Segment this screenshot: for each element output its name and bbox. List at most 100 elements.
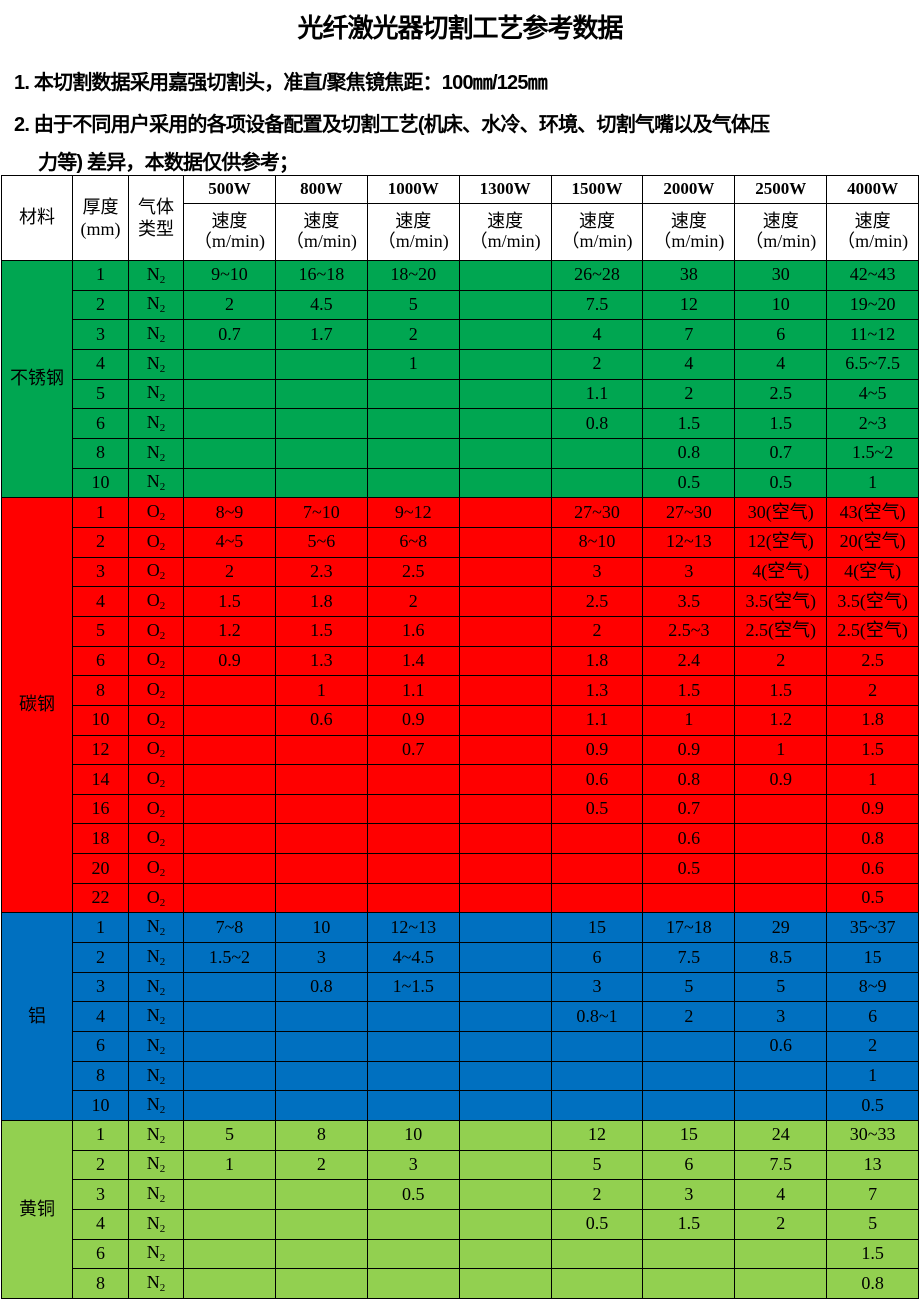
- table-row: 2 N2 1.5~2 3 4~4.5 6 7.5 8.5 15: [1, 942, 920, 973]
- speed-cell: 12~13: [642, 526, 736, 558]
- speed-cell: 1.5: [183, 586, 276, 617]
- speed-cell: 0.5: [826, 882, 920, 914]
- speed-cell: [183, 823, 276, 855]
- thickness-cell: 6: [72, 1031, 129, 1062]
- speed-cell: 6: [734, 319, 828, 350]
- speed-cell: [366, 764, 460, 795]
- speed-cell: 4: [642, 348, 736, 380]
- speed-cell: 0.5: [734, 467, 828, 499]
- table-row: 4 N2 0.5 1.5 2 5: [1, 1209, 920, 1240]
- speed-cell: 6: [550, 942, 644, 973]
- speed-cell: 3: [366, 1149, 460, 1181]
- speed-cell: [458, 823, 552, 855]
- table-row: 10 N2 0.5: [1, 1090, 920, 1122]
- speed-cell: 1.5: [642, 675, 736, 706]
- gas-cell: O2: [128, 764, 184, 795]
- speed-cell: 2: [366, 586, 460, 617]
- gas-cell: N2: [128, 319, 184, 350]
- speed-cell: 5: [642, 971, 736, 1003]
- speed-cell: 2: [826, 675, 920, 706]
- speed-cell: [734, 1060, 828, 1092]
- speed-cell: 7: [826, 1179, 920, 1210]
- speed-cell: 0.8~1: [550, 1001, 644, 1033]
- speed-cell: 1.5: [826, 734, 920, 766]
- gas-cell: N2: [128, 1060, 184, 1092]
- header-power: 4000W: [826, 175, 920, 204]
- gas-cell: N2: [128, 942, 184, 973]
- thickness-cell: 4: [72, 1001, 129, 1033]
- speed-cell: 0.7: [642, 793, 736, 825]
- speed-cell: 7.5: [734, 1149, 828, 1181]
- cutting-parameters-table: 材料 厚度(mm) 气体类型 500W 800W 1000W 1300W 1500W 20…: [1, 175, 920, 1299]
- speed-cell: 6~8: [366, 526, 460, 558]
- gas-cell: O2: [128, 645, 184, 677]
- table-row: 不锈钢 1 N2 9~10 16~18 18~20 26~28 38 30 42~43: [1, 259, 920, 499]
- gas-cell: N2: [128, 1149, 184, 1181]
- speed-cell: [183, 764, 276, 795]
- thickness-cell: 22: [72, 882, 129, 914]
- speed-cell: 2.5: [550, 586, 644, 617]
- speed-cell: [550, 1031, 644, 1062]
- speed-cell: [366, 378, 460, 410]
- speed-cell: [458, 1120, 552, 1151]
- speed-cell: 16~18: [274, 260, 368, 291]
- thickness-cell: 14: [72, 764, 129, 795]
- speed-cell: 1.8: [826, 704, 920, 736]
- gas-cell: N2: [128, 1179, 184, 1210]
- speed-cell: 3: [274, 942, 368, 973]
- speed-cell: 29: [734, 912, 828, 944]
- speed-cell: [734, 882, 828, 914]
- speed-cell: 1.2: [734, 704, 828, 736]
- speed-cell: 2.5: [366, 556, 460, 588]
- speed-cell: [734, 1090, 828, 1122]
- speed-cell: 19~20: [826, 289, 920, 321]
- table-row: 4 O2 1.5 1.8 2 2.5 3.5 3.5(空气) 3.5(空气): [1, 586, 920, 617]
- thickness-cell: 1: [72, 912, 129, 944]
- speed-cell: 38: [642, 260, 736, 291]
- speed-cell: [458, 942, 552, 973]
- thickness-cell: 2: [72, 289, 129, 321]
- table-row: 5 N2 1.1 2 2.5 4~5: [1, 378, 920, 410]
- speed-cell: [183, 1090, 276, 1122]
- speed-cell: 1.4: [366, 645, 460, 677]
- speed-cell: 2.5(空气): [734, 615, 828, 647]
- speed-cell: 1~1.5: [366, 971, 460, 1003]
- speed-cell: [734, 1268, 828, 1299]
- table-row: 8 N2 0.8 0.7 1.5~2: [1, 437, 920, 469]
- speed-cell: 0.5: [366, 1179, 460, 1210]
- speed-cell: 1.5: [642, 408, 736, 439]
- speed-cell: 1.2: [183, 615, 276, 647]
- speed-cell: 5~6: [274, 526, 368, 558]
- speed-cell: [274, 1238, 368, 1270]
- thickness-cell: 20: [72, 853, 129, 884]
- material-cell: 碳钢: [1, 497, 73, 914]
- speed-cell: 1.3: [550, 675, 644, 706]
- speed-cell: 10: [366, 1120, 460, 1151]
- gas-cell: O2: [128, 675, 184, 706]
- gas-cell: O2: [128, 853, 184, 884]
- speed-cell: [458, 497, 552, 528]
- speed-cell: [458, 853, 552, 884]
- speed-cell: 2.3: [274, 556, 368, 588]
- speed-cell: [366, 1238, 460, 1270]
- speed-cell: 2: [183, 556, 276, 588]
- header-power: 1000W: [366, 175, 460, 204]
- gas-cell: O2: [128, 556, 184, 588]
- gas-cell: N2: [128, 1090, 184, 1122]
- thickness-cell: 5: [72, 378, 129, 410]
- speed-cell: [458, 408, 552, 439]
- speed-cell: 4(空气): [734, 556, 828, 588]
- table-row: 5 O2 1.2 1.5 1.6 2 2.5~3 2.5(空气) 2.5(空气): [1, 615, 920, 647]
- speed-cell: 1: [642, 704, 736, 736]
- speed-cell: [458, 586, 552, 617]
- table-row: 4 N2 0.8~1 2 3 6: [1, 1001, 920, 1033]
- gas-cell: O2: [128, 615, 184, 647]
- table-row: 2 N2 2 4.5 5 7.5 12 10 19~20: [1, 289, 920, 321]
- table-row: 3 N2 0.5 2 3 4 7: [1, 1179, 920, 1210]
- speed-cell: 3: [550, 556, 644, 588]
- speed-cell: 2: [734, 645, 828, 677]
- speed-cell: [183, 1209, 276, 1240]
- thickness-cell: 2: [72, 942, 129, 973]
- gas-cell: O2: [128, 497, 184, 528]
- speed-cell: 4(空气): [826, 556, 920, 588]
